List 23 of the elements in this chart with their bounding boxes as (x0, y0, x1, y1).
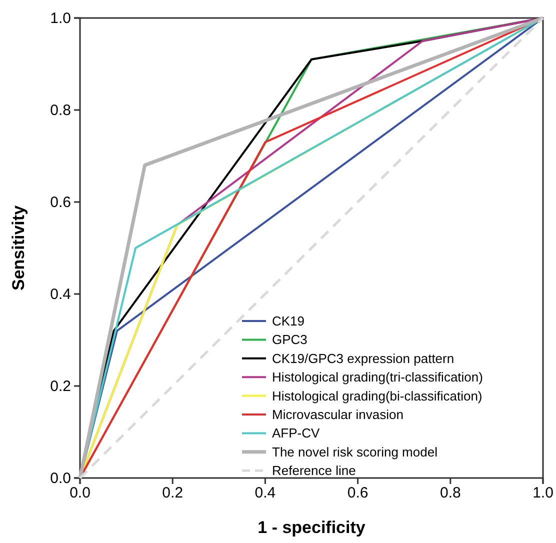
legend-label: CK19/GPC3 expression pattern (272, 350, 454, 366)
y-tick-label: 0.0 (50, 470, 71, 487)
legend-label: Microvascular invasion (272, 407, 404, 422)
y-tick-label: 0.2 (50, 378, 71, 395)
x-tick-label: 0.2 (162, 484, 184, 502)
x-axis-title: 1 - specificity (258, 518, 366, 537)
x-tick-label: 0.6 (347, 484, 368, 502)
y-tick-label: 0.8 (50, 102, 71, 119)
legend-label: CK19 (272, 314, 305, 328)
x-tick-label: 0.0 (70, 484, 90, 502)
x-tick-label: 0.4 (254, 484, 276, 502)
y-axis-title: Sensitivity (9, 204, 28, 291)
legend-label: AFP-CV (272, 426, 320, 441)
x-tick-label: 0.8 (440, 484, 461, 502)
legend-label: GPC3 (272, 332, 308, 348)
legend-label: Reference line (272, 463, 356, 478)
y-tick-label: 0.6 (50, 194, 71, 211)
x-tick-label: 1.0 (532, 484, 554, 502)
legend-label: Histological grading(bi-classification) (272, 388, 482, 404)
legend-label: The novel risk scoring model (272, 444, 438, 460)
legend-label: Histological grading(tri-classification) (272, 370, 483, 385)
y-tick-label: 0.4 (50, 286, 71, 303)
y-tick-label: 1.0 (50, 10, 71, 27)
